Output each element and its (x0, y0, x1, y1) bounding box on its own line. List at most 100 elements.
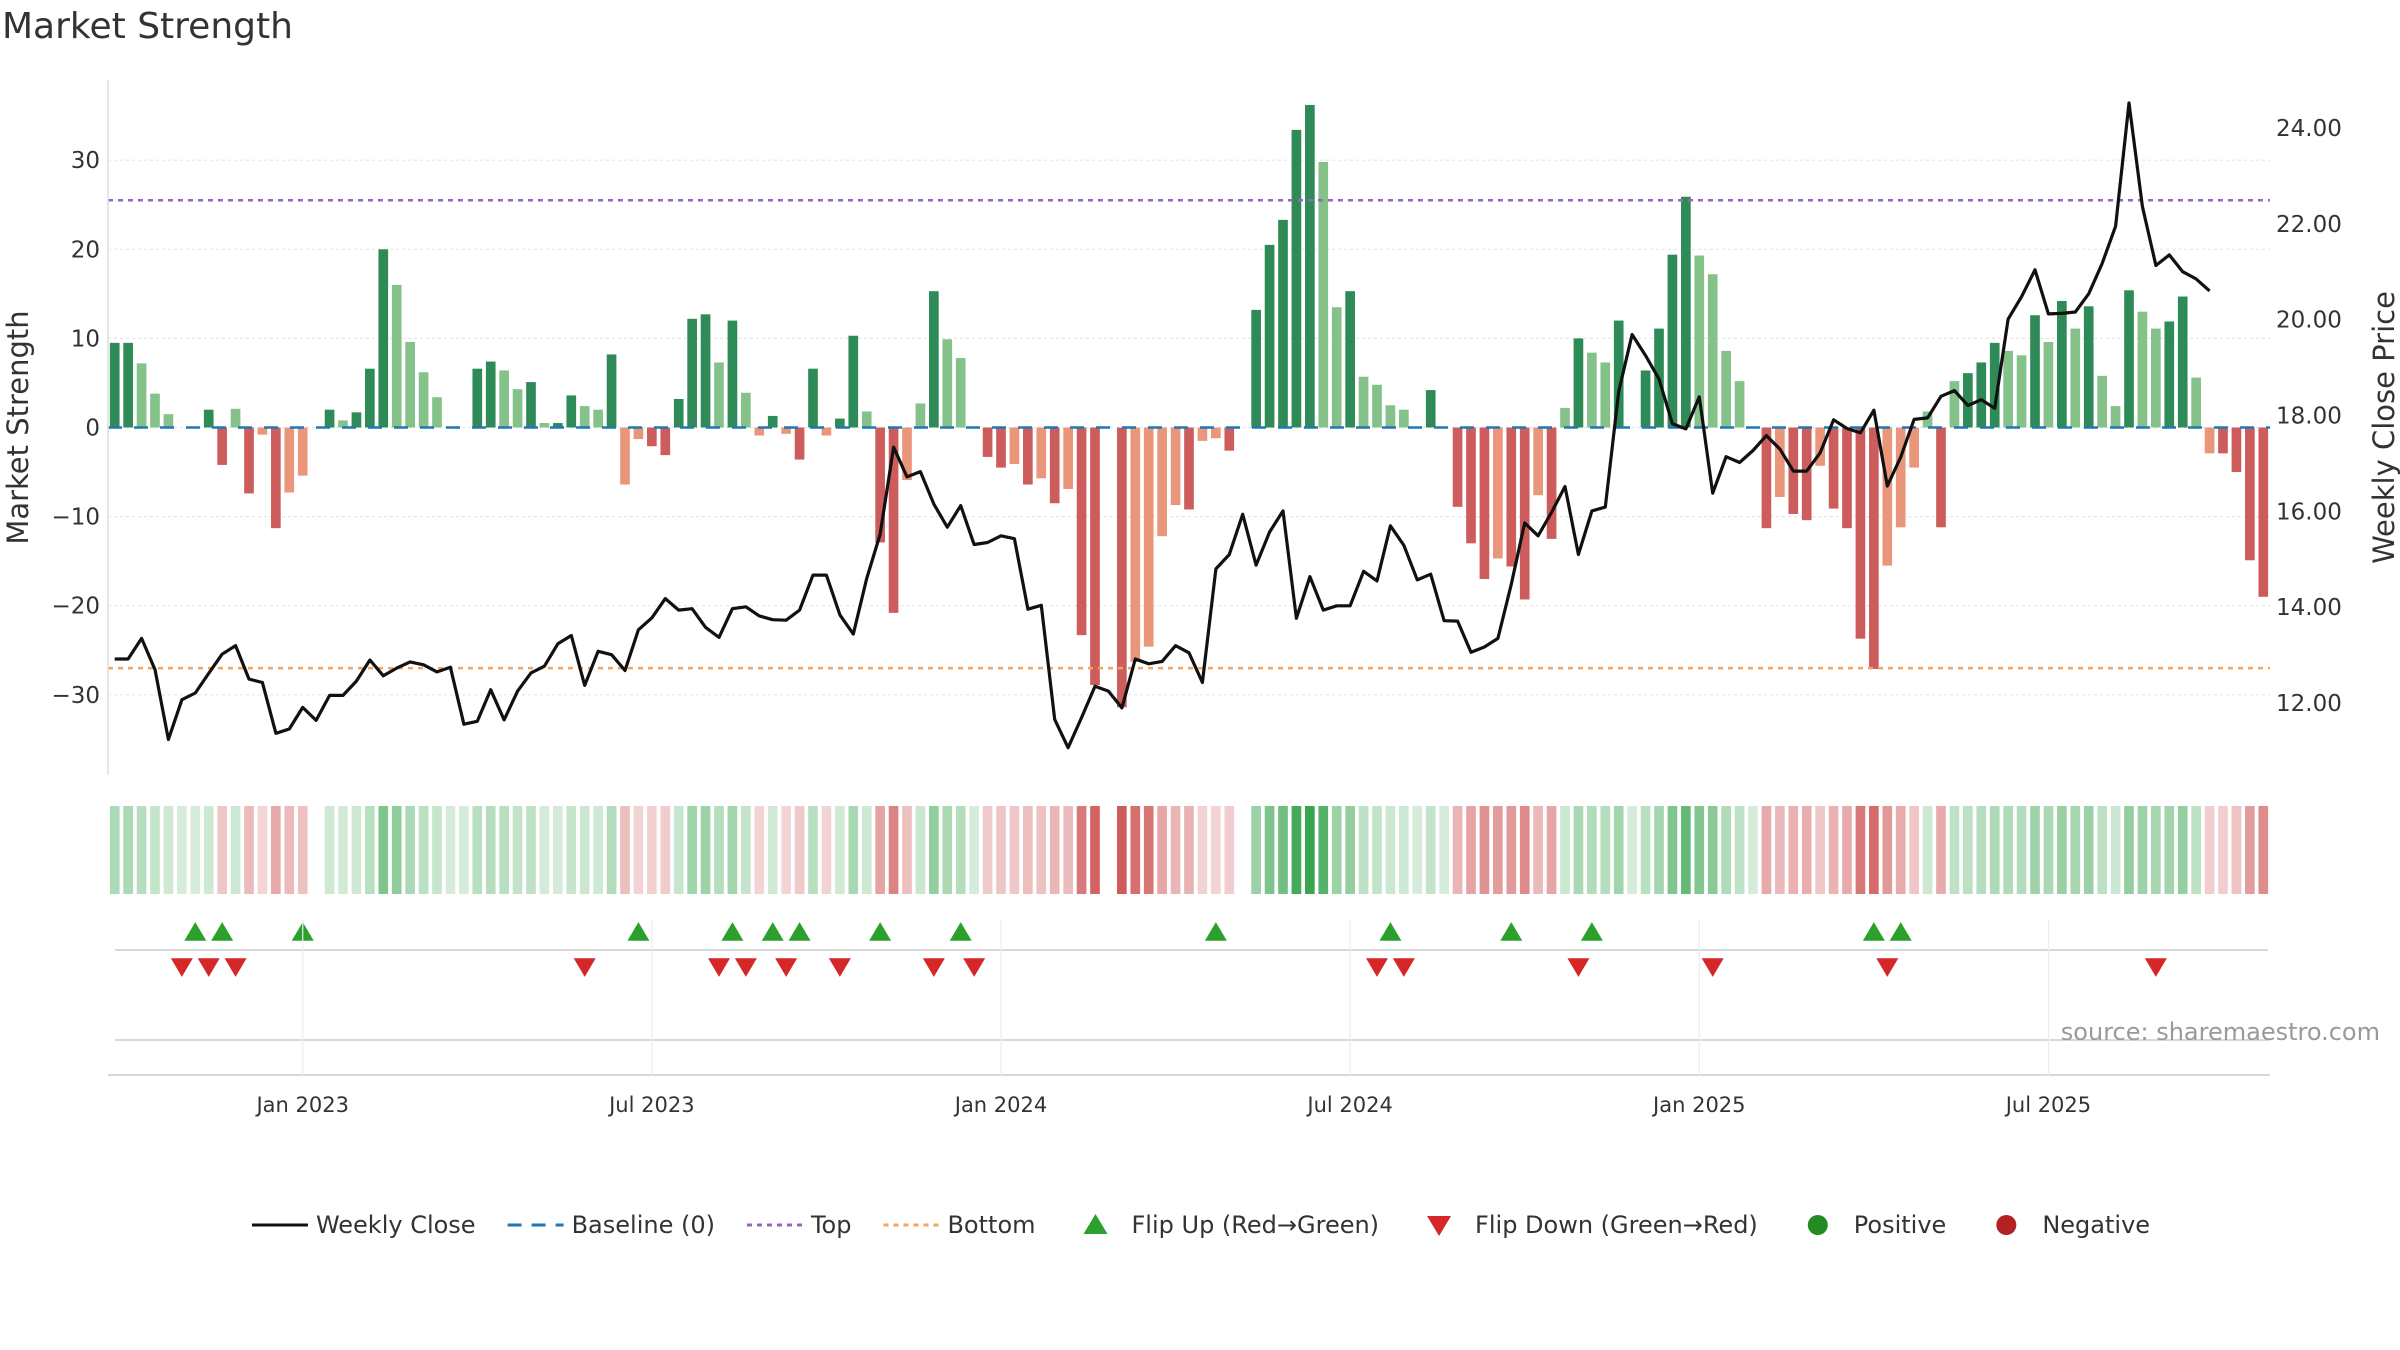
x-tick-label: Jul 2023 (607, 1093, 694, 1117)
strength-bar (2204, 427, 2215, 454)
flip-down-marker (1567, 958, 1590, 977)
strength-bar (929, 291, 939, 428)
strength-bar (821, 427, 832, 436)
strength-bar (2164, 321, 2175, 428)
strength-bar (2124, 290, 2134, 428)
y-tick-left: 30 (71, 148, 100, 174)
flip-up-marker (1500, 922, 1523, 941)
strength-bar (915, 403, 926, 428)
y-tick-left: −10 (51, 505, 100, 531)
heatmap-cell (902, 806, 912, 894)
strength-bar (2151, 328, 2161, 428)
strength-bar (2177, 296, 2188, 428)
heatmap-cell (714, 806, 724, 894)
heatmap-cell (1318, 806, 1329, 894)
heatmap-cell (1694, 806, 1705, 894)
flip-down-marker (775, 958, 798, 977)
heatmap-cell (1264, 806, 1275, 894)
heatmap-cell (593, 806, 603, 894)
strength-bar (1264, 244, 1275, 428)
strength-bar (1117, 427, 1127, 708)
heatmap-cell (1090, 806, 1100, 894)
heatmap-cell (1251, 806, 1261, 894)
strength-bar (687, 318, 697, 428)
y-tick-left: −20 (51, 594, 100, 620)
legend-marker (1807, 1215, 1828, 1235)
strength-bar (2057, 300, 2067, 428)
heatmap-cell (2151, 806, 2161, 894)
heatmap-cell (2231, 806, 2242, 894)
heatmap-cell (351, 806, 362, 894)
strength-bar (526, 382, 536, 428)
strength-bar (2258, 427, 2269, 597)
flip-down-marker (708, 958, 730, 977)
strength-bar (1560, 407, 1570, 428)
y-tick-left: 0 (85, 416, 100, 442)
heatmap-cell (1963, 806, 1973, 894)
heatmap-cell (1667, 806, 1678, 894)
strength-bar (620, 427, 630, 485)
heatmap-cell (673, 806, 684, 894)
strength-bar (1721, 350, 1731, 428)
strength-bar (1493, 427, 1503, 559)
weekly-close-line (114, 101, 2211, 750)
heatmap-cell (1036, 806, 1047, 894)
heatmap-cell (727, 806, 738, 894)
heatmap-cell (1721, 806, 1731, 894)
legend-label: Weekly Close (316, 1211, 476, 1239)
heatmap-cell (1707, 806, 1718, 894)
strength-bar (418, 372, 429, 428)
heatmap-cell (1748, 806, 1758, 894)
heatmap-cell (1640, 806, 1651, 894)
heatmap-cell (1976, 806, 1987, 894)
strength-bar (539, 423, 550, 428)
strength-bar (1224, 427, 1235, 451)
heatmap-cell (136, 806, 147, 894)
heatmap-cell (177, 806, 187, 894)
heatmap-cell (1211, 806, 1221, 894)
heatmap-cell (1761, 806, 1772, 894)
heatmap-cell (1506, 806, 1517, 894)
y-axis-label-right: Weekly Close Price (2367, 291, 2400, 564)
heatmap-cell (1170, 806, 1181, 894)
heatmap-cell (1331, 806, 1342, 894)
strength-bar (351, 412, 362, 428)
strength-bar (1331, 307, 1342, 428)
heatmap-cell (1909, 806, 1919, 894)
strength-bar (996, 427, 1006, 468)
heatmap-cell (835, 806, 845, 894)
x-tick-label: Jul 2025 (2004, 1093, 2091, 1117)
strength-bar (2218, 427, 2228, 454)
heatmap-cell (2016, 806, 2027, 894)
strength-bar (2110, 406, 2121, 428)
flip-up-marker (211, 922, 234, 941)
strength-bar (109, 342, 120, 428)
heatmap-cell (2137, 806, 2148, 894)
strength-bar (1842, 427, 1852, 529)
strength-bar (1184, 427, 1194, 510)
strength-bar (1170, 427, 1181, 506)
heatmap-cell (996, 806, 1006, 894)
heatmap-cell (1063, 806, 1073, 894)
legend-label: Flip Down (Green→Red) (1475, 1211, 1758, 1239)
strength-bar (1345, 291, 1355, 428)
strength-bar (1546, 427, 1557, 539)
y-tick-left: −30 (51, 683, 100, 709)
flip-up-marker (627, 922, 650, 941)
flip-markers (115, 922, 2268, 1041)
heatmap-cell (1197, 806, 1208, 894)
strength-bar (1076, 427, 1087, 636)
strength-bar (1372, 384, 1382, 428)
heatmap-cell (432, 806, 442, 894)
heatmap-cell (459, 806, 469, 894)
strength-bar (579, 406, 590, 428)
heatmap-cell (848, 806, 859, 894)
y-tick-right: 24.00 (2276, 116, 2342, 142)
strength-bar (1963, 373, 1973, 428)
heatmap-cell (647, 806, 657, 894)
strength-bar (1909, 427, 1919, 468)
heatmap-cell (1117, 806, 1127, 894)
strength-heatmap-strip (109, 806, 2269, 894)
heatmap-cell (1869, 806, 1879, 894)
